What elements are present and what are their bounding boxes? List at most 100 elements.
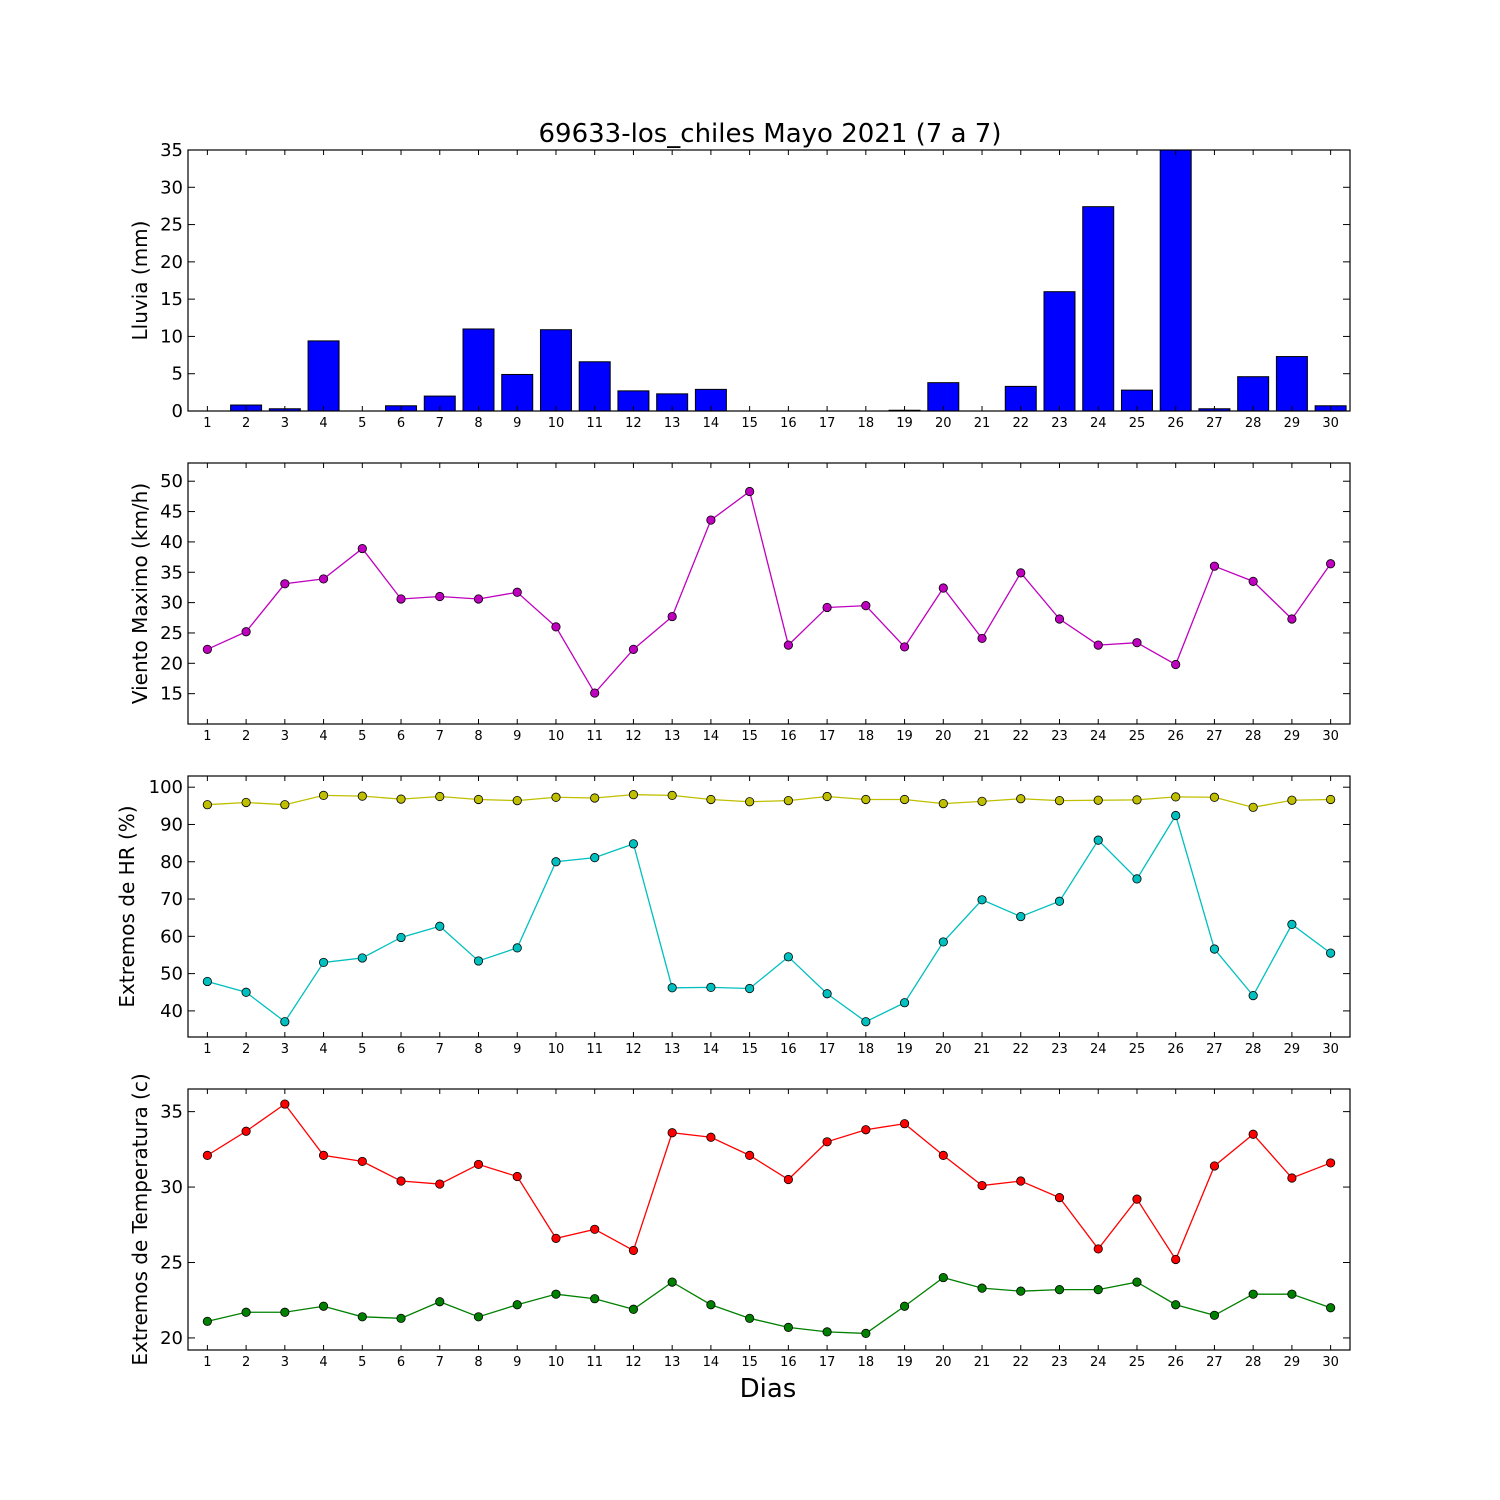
data-point (1016, 1286, 1026, 1296)
data-point (861, 601, 871, 611)
data-point (899, 1301, 910, 1311)
data-point (822, 602, 832, 613)
x-tick-label: 10 (548, 1042, 565, 1057)
data-point (1132, 1194, 1142, 1204)
rain-bar (578, 361, 611, 411)
y-tick-label: 20 (160, 653, 183, 674)
rain-bar (694, 388, 727, 411)
y-axis-label: Viento Maximo (km/h) (128, 483, 152, 704)
data-point (1326, 948, 1336, 958)
x-tick-label: 9 (513, 1355, 521, 1370)
x-tick-label: 30 (1322, 729, 1339, 744)
x-tick-label: 14 (703, 1355, 720, 1370)
x-tick-label: 14 (703, 729, 720, 744)
x-tick-label: 28 (1245, 416, 1262, 431)
y-tick-label: 90 (160, 814, 183, 835)
x-tick-label: 9 (513, 1042, 521, 1057)
data-point (1054, 1193, 1065, 1203)
data-point (706, 1132, 716, 1142)
data-point (318, 1301, 329, 1311)
data-point (1171, 1300, 1181, 1310)
x-tick-label: 6 (397, 729, 405, 744)
data-point (1248, 1289, 1258, 1299)
data-point (396, 1313, 406, 1323)
data-point (280, 1099, 290, 1109)
y-tick-label: 20 (160, 1328, 183, 1349)
data-point (512, 796, 522, 806)
x-tick-label: 18 (858, 729, 875, 744)
x-tick-label: 16 (780, 1355, 797, 1370)
plot-area (202, 790, 1336, 1027)
data-point (1248, 1129, 1258, 1139)
x-tick-label: 16 (780, 416, 797, 431)
data-point (1054, 896, 1065, 906)
panels: 1 2 3 4 5 6 7 8 9 10 11 12 13 14 15 16 17 18 19 20 21 22 23 24 2… (115, 140, 1351, 1370)
data-point (1093, 835, 1103, 845)
x-tick-label: 2 (242, 416, 250, 431)
data-point (977, 633, 987, 644)
y-tick-label: 80 (160, 852, 183, 873)
x-tick-label: 3 (281, 1355, 289, 1370)
data-point (1287, 1173, 1297, 1183)
rain-bar (1237, 376, 1270, 411)
y-tick-label: 15 (160, 289, 183, 310)
data-point (1287, 795, 1297, 805)
x-tick-label: 21 (974, 416, 991, 431)
x-tick-label: 28 (1245, 1355, 1262, 1370)
data-point (667, 1128, 677, 1138)
data-point (667, 611, 677, 622)
data-point (899, 794, 910, 805)
data-point (435, 591, 445, 602)
data-point (745, 486, 755, 497)
data-point (590, 853, 600, 863)
x-tick-label: 22 (1012, 729, 1029, 744)
data-point (1132, 874, 1142, 884)
x-tick-label: 14 (703, 1042, 720, 1057)
series-line-1 (207, 1103, 1331, 1261)
data-point (551, 622, 561, 632)
data-point (1209, 944, 1220, 954)
rain-bar (423, 395, 456, 411)
data-point (938, 937, 948, 947)
data-point (667, 983, 677, 993)
data-point (822, 1137, 832, 1147)
data-point (435, 1179, 445, 1189)
x-tick-label: 12 (625, 729, 642, 744)
y-tick-label: 30 (160, 593, 183, 614)
x-tick-label: 13 (664, 416, 681, 431)
panel-3: 1 2 3 4 5 6 7 8 9 10 11 12 13 14 15 16 17 18 19 20 21 22 23 24 2… (115, 775, 1351, 1057)
data-point (783, 1322, 793, 1332)
x-tick-label: 14 (703, 416, 720, 431)
y-axis-label: Lluvia (mm) (128, 221, 152, 341)
data-point (1171, 659, 1181, 670)
data-point (396, 932, 406, 943)
data-point (628, 1304, 639, 1314)
x-tick-label: 8 (474, 729, 482, 744)
data-point (241, 1307, 251, 1317)
x-tick-label: 13 (664, 1042, 681, 1057)
x-tick-label: 5 (358, 1355, 366, 1370)
data-point (1326, 1303, 1336, 1313)
x-tick-label: 29 (1284, 729, 1301, 744)
data-point (861, 1328, 871, 1339)
data-point (318, 957, 329, 968)
data-point (280, 800, 290, 810)
x-tick-label: 19 (896, 416, 913, 431)
x-tick-label: 21 (974, 1042, 991, 1057)
data-point (628, 790, 639, 800)
rain-bar (1159, 150, 1192, 411)
x-tick-label: 25 (1129, 1355, 1146, 1370)
x-tick-label: 26 (1167, 1042, 1184, 1057)
data-point (473, 594, 484, 604)
data-point (938, 1272, 948, 1283)
x-tick-label: 10 (548, 416, 565, 431)
x-tick-label: 2 (242, 1042, 250, 1057)
x-tick-label: 23 (1051, 1355, 1068, 1370)
plot-area (230, 150, 1347, 411)
x-tick-label: 19 (896, 729, 913, 744)
data-point (1209, 1161, 1220, 1171)
data-point (1248, 991, 1258, 1001)
data-point (396, 1176, 406, 1186)
